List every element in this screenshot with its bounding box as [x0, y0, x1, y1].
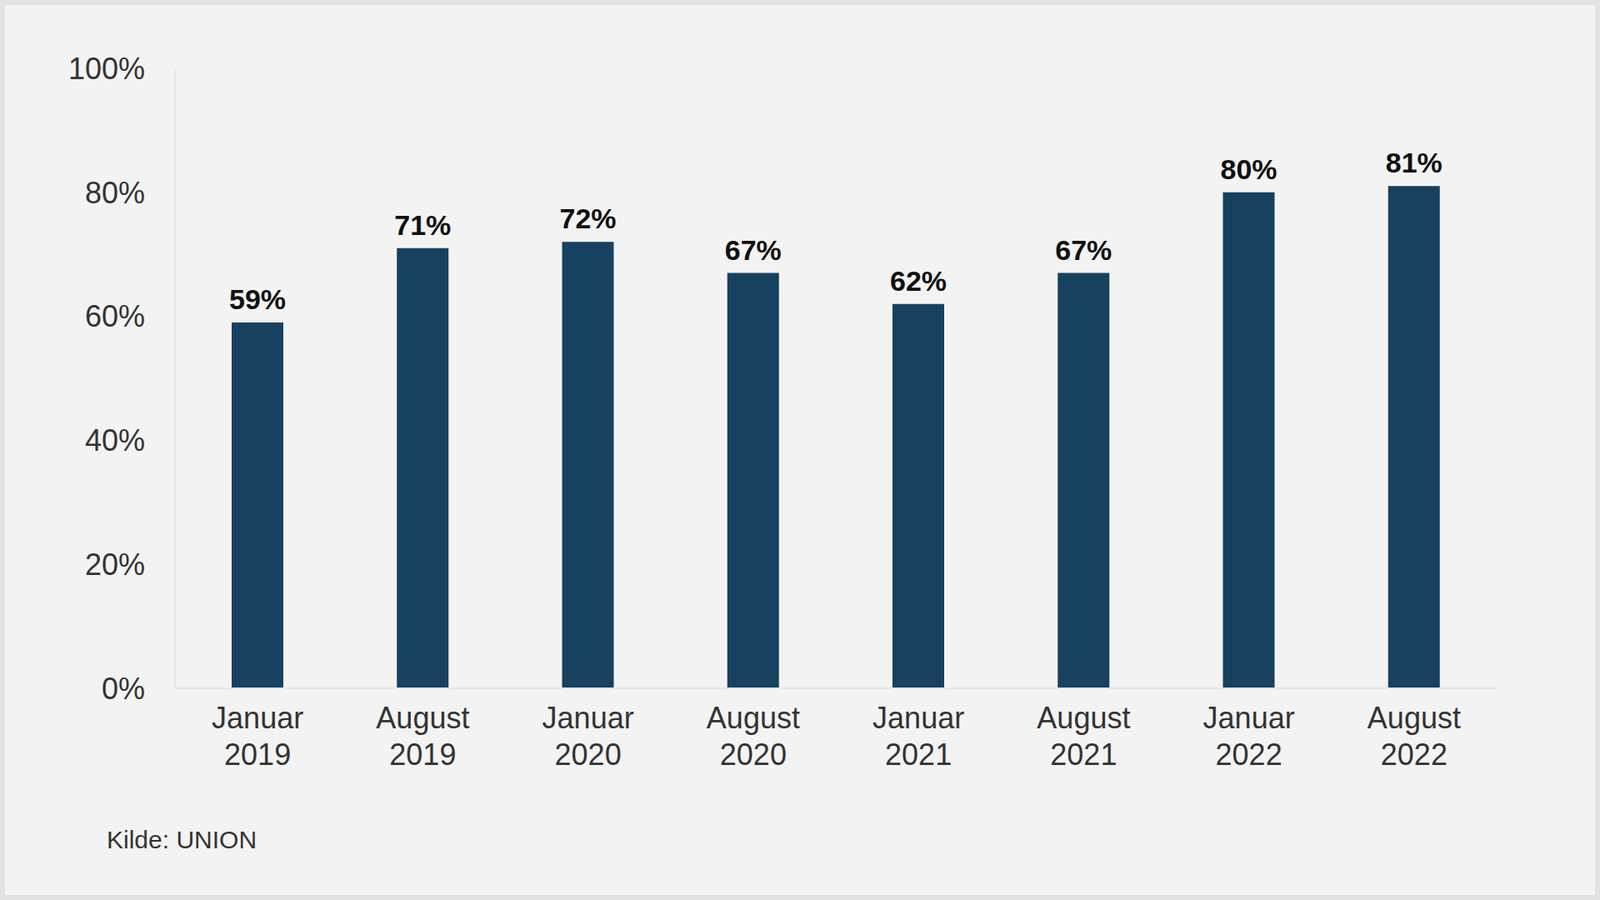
svg-text:August2022: August2022	[1367, 700, 1461, 772]
svg-text:60%: 60%	[85, 299, 145, 334]
svg-text:80%: 80%	[85, 175, 145, 210]
svg-text:Januar2021: Januar2021	[872, 700, 965, 772]
svg-text:August2019: August2019	[375, 700, 470, 772]
svg-text:20%: 20%	[85, 547, 145, 582]
svg-text:August2021: August2021	[1036, 700, 1130, 772]
svg-text:67%: 67%	[725, 234, 782, 266]
svg-text:72%: 72%	[559, 202, 616, 235]
svg-text:81%: 81%	[1385, 146, 1443, 179]
svg-text:71%: 71%	[394, 209, 451, 241]
svg-text:40%: 40%	[85, 423, 145, 458]
svg-text:August2020: August2020	[706, 700, 800, 772]
svg-text:Januar2022: Januar2022	[1203, 700, 1295, 772]
html-text:Kilde: UNION: Kilde: UNION	[106, 825, 257, 854]
svg-text:100%: 100%	[68, 51, 145, 86]
svg-text:62%: 62%	[890, 265, 947, 297]
svg-text:Januar2020: Januar2020	[542, 700, 635, 772]
svg-text:80%: 80%	[1220, 153, 1277, 185]
svg-text:0%: 0%	[101, 671, 145, 706]
svg-text:67%: 67%	[1055, 234, 1112, 266]
svg-text:59%: 59%	[229, 283, 286, 315]
svg-text:Januar2019: Januar2019	[211, 700, 304, 772]
